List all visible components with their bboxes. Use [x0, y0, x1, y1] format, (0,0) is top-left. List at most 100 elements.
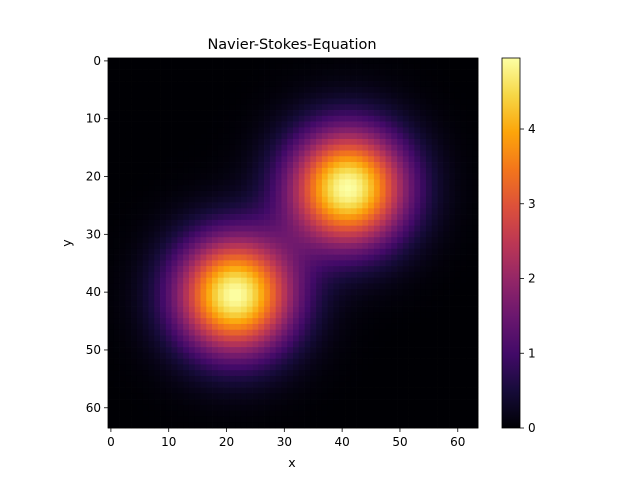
heatmap-cell [356, 214, 363, 221]
heatmap-cell [136, 306, 144, 313]
heatmap-cell [356, 115, 363, 122]
heatmap-cell [385, 312, 392, 319]
heatmap-cell [275, 254, 282, 261]
heatmap-cell [281, 254, 288, 261]
heatmap-cell [425, 283, 433, 290]
heatmap-cell [235, 243, 242, 250]
heatmap-cell [148, 127, 155, 134]
heatmap-cell [310, 190, 317, 198]
heatmap-cell [160, 254, 167, 261]
heatmap-cell [304, 271, 311, 279]
heatmap-cell [472, 399, 479, 406]
heatmap-cell [125, 110, 132, 117]
heatmap-cell [333, 173, 340, 180]
heatmap-cell [362, 237, 369, 244]
heatmap-cell [449, 341, 456, 348]
heatmap-cell [454, 75, 462, 82]
heatmap-cell [368, 133, 375, 140]
heatmap-cell [437, 150, 444, 157]
heatmap-cell [391, 329, 398, 336]
heatmap-cell [414, 219, 421, 227]
heatmap-cell [333, 266, 340, 273]
heatmap-cell [142, 347, 149, 354]
heatmap-cell [385, 98, 392, 105]
heatmap-cell [449, 329, 456, 336]
heatmap-cell [229, 110, 236, 117]
heatmap-cell [240, 277, 248, 284]
heatmap-cell [397, 202, 404, 209]
heatmap-cell [321, 121, 329, 128]
heatmap-cell [466, 58, 473, 65]
heatmap-cell [258, 219, 265, 227]
heatmap-cell [304, 248, 311, 255]
heatmap-cell [385, 358, 392, 365]
heatmap-cell [188, 86, 196, 94]
heatmap-cell [252, 144, 259, 151]
heatmap-cell [385, 341, 392, 348]
heatmap-cell [165, 214, 172, 221]
heatmap-cell [321, 156, 329, 163]
heatmap-cell [385, 144, 392, 151]
heatmap-cell [148, 283, 155, 290]
heatmap-cell [310, 86, 317, 94]
heatmap-cell [119, 196, 126, 203]
heatmap-cell [281, 381, 288, 388]
heatmap-cell [408, 58, 415, 65]
heatmap-cell [252, 266, 259, 273]
heatmap-cell [316, 300, 323, 307]
heatmap-cell [119, 266, 126, 273]
heatmap-cell [350, 237, 357, 244]
heatmap-cell [298, 138, 305, 146]
heatmap-cell [223, 237, 230, 244]
heatmap-cell [373, 150, 381, 157]
heatmap-cell [454, 202, 462, 209]
heatmap-cell [108, 98, 115, 105]
heatmap-cell [183, 358, 190, 365]
heatmap-cell [160, 289, 167, 296]
heatmap-cell [269, 173, 277, 180]
heatmap-cell [252, 260, 259, 267]
heatmap-cell [402, 358, 409, 365]
colorbar [501, 57, 521, 429]
heatmap-cell [212, 202, 219, 209]
heatmap-cell [275, 81, 282, 88]
heatmap-cell [379, 399, 386, 406]
heatmap-cell [281, 347, 288, 354]
heatmap-cell [108, 219, 115, 227]
heatmap-cell [235, 138, 242, 146]
heatmap-cell [454, 341, 462, 348]
heatmap-cell [339, 300, 346, 307]
heatmap-cell [246, 358, 253, 365]
heatmap-cell [113, 306, 120, 313]
heatmap-cell [304, 375, 311, 383]
heatmap-cell [171, 289, 178, 296]
heatmap-cell [258, 237, 265, 244]
heatmap-cell [188, 138, 196, 146]
heatmap-cell [397, 352, 404, 359]
heatmap-cell [206, 179, 213, 186]
heatmap-cell [108, 115, 115, 122]
y-tick-label: 20 [86, 170, 101, 184]
heatmap-cell [275, 387, 282, 394]
heatmap-cell [194, 323, 201, 331]
heatmap-cell [246, 283, 253, 290]
heatmap-cell [258, 416, 265, 423]
heatmap-cell [240, 104, 248, 111]
heatmap-cell [431, 237, 438, 244]
heatmap-cell [339, 150, 346, 157]
heatmap-cell [275, 370, 282, 377]
heatmap-cell [235, 190, 242, 198]
heatmap-cell [327, 306, 334, 313]
heatmap-cell [235, 219, 242, 227]
heatmap-cell [108, 81, 115, 88]
heatmap-cell [304, 69, 311, 76]
heatmap-cell [125, 295, 132, 302]
heatmap-cell [385, 190, 392, 198]
heatmap-cell [454, 133, 462, 140]
heatmap-cell [212, 399, 219, 406]
heatmap-cell [356, 295, 363, 302]
heatmap-cell [310, 75, 317, 82]
heatmap-cell [466, 127, 473, 134]
heatmap-cell [269, 150, 277, 157]
heatmap-cell [113, 404, 120, 412]
